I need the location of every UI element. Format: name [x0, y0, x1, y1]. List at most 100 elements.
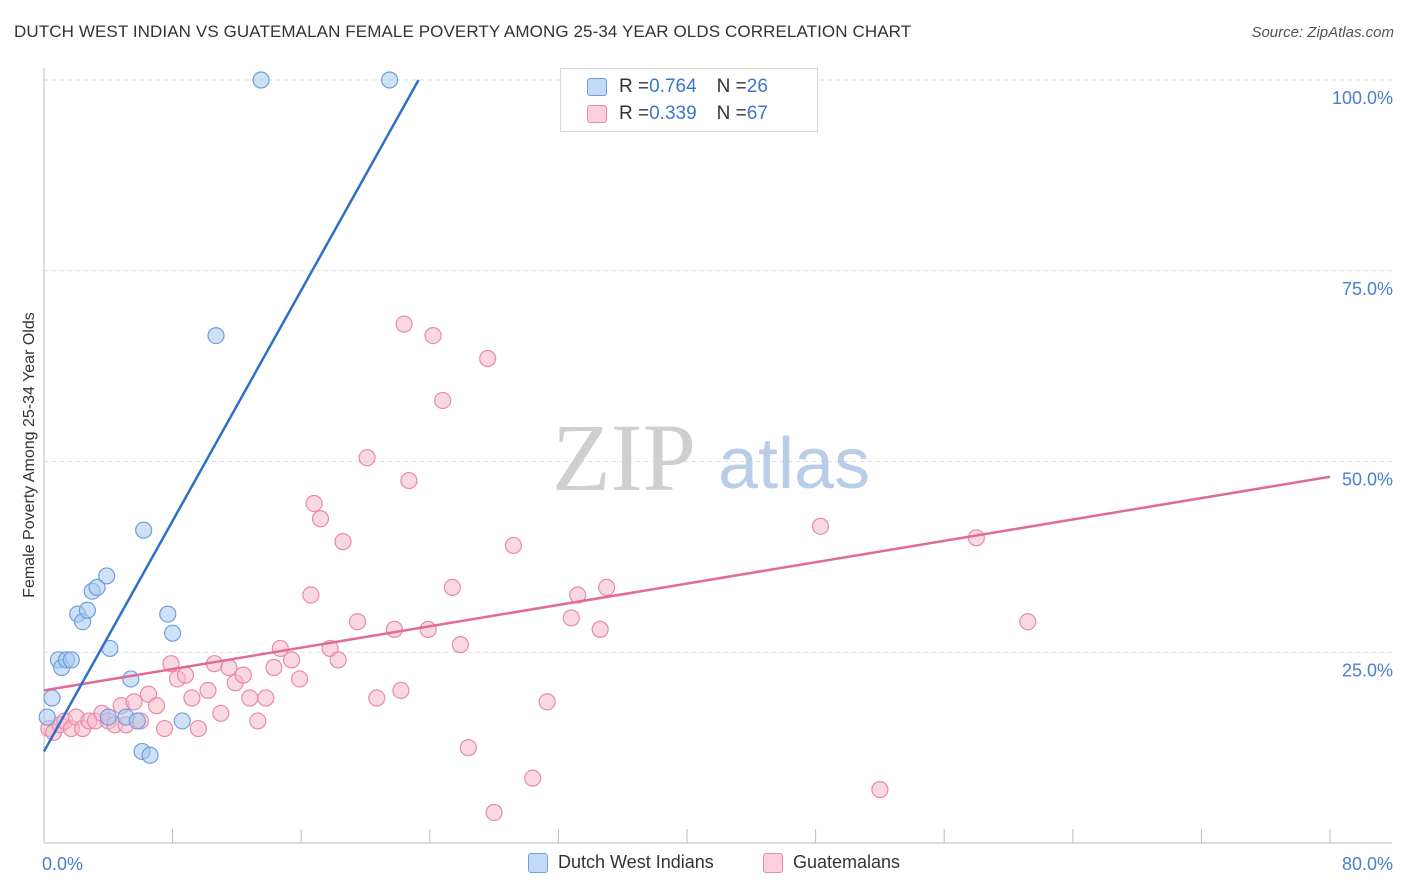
guatemalans-point: [967, 529, 985, 547]
tick-labels: 25.0% 50.0% 75.0% 100.0% 0.0% 80.0%: [42, 88, 1393, 874]
dutch-west-indians-point: [207, 327, 225, 345]
guatemalans-point: [504, 536, 522, 555]
series-legend: Dutch West Indians Guatemalans: [0, 852, 1406, 876]
series-legend-label: Dutch West Indians: [558, 852, 714, 872]
guatemalans-point: [459, 739, 477, 757]
guatemalans-point: [257, 689, 275, 707]
series-legend-guatemalans: Guatemalans: [763, 852, 900, 873]
guatemalans-point: [311, 510, 330, 528]
dutch-west-indians-point: [38, 708, 56, 726]
watermark: ZIP atlas: [552, 404, 870, 511]
guatemalans-point: [569, 586, 587, 604]
dutch-west-indians-point: [99, 708, 117, 726]
guatemalans-point: [212, 704, 230, 722]
guatemalans-point: [485, 803, 503, 822]
series-legend-dutch-west-indians: Dutch West Indians: [528, 852, 714, 873]
guatemalans-point: [358, 449, 376, 467]
dutch-west-indians-points: [38, 71, 399, 764]
guatemalans-point: [265, 658, 283, 677]
watermark-zip: ZIP: [552, 404, 696, 511]
series-swatch-pink: [763, 852, 783, 873]
legend-n-value: 26: [746, 76, 768, 97]
guatemalans-point: [189, 719, 207, 738]
chart-title: DUTCH WEST INDIAN VS GUATEMALAN FEMALE P…: [14, 22, 912, 41]
guatemalans-point: [871, 780, 889, 799]
guatemalans-point: [147, 697, 166, 715]
guatemalans-point: [234, 666, 252, 684]
guatemalans-point: [591, 620, 609, 638]
guatemalans-point: [1019, 613, 1037, 631]
legend-r-value: 0.339: [649, 103, 697, 124]
guatemalans-point: [125, 693, 143, 711]
guatemalans-point: [348, 613, 367, 631]
guatemalans-point: [811, 517, 830, 535]
legend-row-dutch-west-indians: R = 0.764 N = 26: [587, 75, 768, 99]
dutch-west-indians-point: [128, 712, 146, 730]
watermark-atlas: atlas: [718, 424, 870, 504]
guatemalans-point: [329, 651, 347, 669]
guatemalans-point: [419, 620, 437, 638]
dutch-west-indians-point: [173, 712, 191, 730]
dutch-west-indians-point: [122, 670, 140, 688]
stats-legend: R = 0.764 N = 26 R = 0.339 N = 67: [560, 68, 818, 132]
guatemalans-point: [368, 689, 386, 707]
dutch-west-indians-point: [252, 71, 270, 89]
legend-n-value: 67: [746, 103, 768, 124]
x-tick-label-min: 0.0%: [42, 854, 83, 874]
guatemalans-point: [183, 689, 201, 707]
x-tick-label-max: 80.0%: [1342, 854, 1393, 874]
legend-n-label: N =: [716, 76, 747, 97]
guatemalans-point: [385, 620, 404, 638]
guatemalans-trend-line: [43, 475, 1331, 692]
source-credit: Source: ZipAtlas.com: [1251, 24, 1394, 41]
guatemalans-point: [562, 609, 580, 627]
y-tick-label: 75.0%: [1342, 279, 1393, 299]
guatemalans-point: [155, 719, 174, 738]
dutch-west-indians-point: [159, 605, 177, 623]
guatemalans-point: [290, 670, 309, 688]
guatemalans-point: [434, 391, 452, 410]
dutch-west-indians-point: [78, 601, 97, 619]
y-tick-label: 25.0%: [1342, 660, 1393, 680]
guatemalans-point: [199, 681, 217, 700]
guatemalans-point: [395, 315, 413, 333]
guatemalans-point: [538, 693, 556, 711]
dutch-west-indians-point: [141, 746, 159, 764]
guatemalans-point: [249, 712, 267, 730]
guatemalans-point: [479, 349, 497, 368]
dutch-west-indians-point: [135, 521, 153, 539]
guatemalans-points: [40, 315, 1037, 822]
legend-r-label: R =: [619, 76, 650, 97]
y-tick-label: 100.0%: [1332, 88, 1393, 108]
legend-n-label: N =: [716, 103, 747, 124]
dutch-west-indians-point: [381, 71, 399, 89]
series-swatch-blue: [528, 852, 548, 873]
guatemalans-point: [524, 769, 542, 787]
guatemalans-point: [241, 689, 259, 707]
legend-swatch-blue: [587, 78, 607, 96]
dutch-west-indians-point: [62, 651, 80, 669]
grid-lines: [44, 79, 1392, 653]
guatemalans-point: [176, 666, 195, 684]
guatemalans-point: [305, 494, 323, 513]
dutch-west-indians-trend-line: [42, 79, 420, 753]
dutch-west-indians-point: [88, 578, 106, 596]
legend-swatch-pink: [587, 105, 607, 123]
legend-row-guatemalans: R = 0.339 N = 67: [587, 102, 768, 126]
dutch-west-indians-point: [43, 689, 61, 707]
guatemalans-point: [400, 471, 418, 490]
series-legend-label: Guatemalans: [793, 852, 901, 872]
guatemalans-point: [302, 586, 320, 604]
guatemalans-point: [443, 578, 461, 596]
guatemalans-point: [598, 578, 616, 596]
dutch-west-indians-point: [164, 624, 182, 642]
trend-lines: [42, 79, 1331, 753]
dutch-west-indians-point: [98, 567, 116, 585]
guatemalans-point: [451, 636, 469, 654]
guatemalans-point: [392, 681, 410, 700]
guatemalans-point: [334, 533, 352, 551]
legend-r-value: 0.764: [649, 76, 697, 97]
guatemalans-point: [282, 651, 301, 669]
guatemalans-point: [424, 327, 442, 345]
